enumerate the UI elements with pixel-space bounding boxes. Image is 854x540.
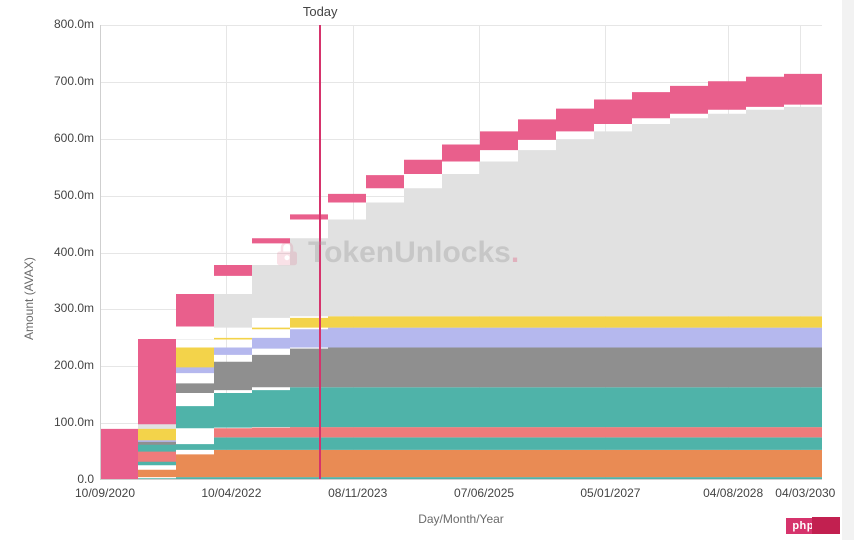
x-tick-label: 04/03/2030 <box>765 486 845 500</box>
y-tick-label: 300.0m <box>34 301 94 315</box>
x-tick-label: 05/01/2027 <box>570 486 650 500</box>
unlock-chart: Amount (AVAX) Day/Month/Year Today Token… <box>0 0 854 540</box>
y-tick-label: 500.0m <box>34 188 94 202</box>
x-axis-line <box>100 479 822 480</box>
y-tick-label: 0.0 <box>34 472 94 486</box>
y-tick-label: 100.0m <box>34 415 94 429</box>
scroll-gutter <box>842 0 854 540</box>
php-badge-tail <box>812 517 840 534</box>
y-tick-label: 200.0m <box>34 358 94 372</box>
today-label: Today <box>290 4 350 19</box>
y-tick-label: 700.0m <box>34 74 94 88</box>
y-axis-title: Amount (AVAX) <box>22 257 36 340</box>
today-line <box>319 25 321 480</box>
x-tick-label: 10/09/2020 <box>65 486 145 500</box>
y-axis-line <box>100 25 101 480</box>
x-tick-label: 04/08/2028 <box>693 486 773 500</box>
y-tick-label: 800.0m <box>34 17 94 31</box>
stacked-area <box>100 25 822 480</box>
y-tick-label: 600.0m <box>34 131 94 145</box>
x-tick-label: 08/11/2023 <box>318 486 398 500</box>
y-tick-label: 400.0m <box>34 245 94 259</box>
series-orange1 <box>100 450 822 480</box>
x-axis-title: Day/Month/Year <box>100 512 822 526</box>
plot-area <box>100 25 822 480</box>
x-tick-label: 07/06/2025 <box>444 486 524 500</box>
badge-text: php <box>792 520 814 532</box>
x-tick-label: 10/04/2022 <box>191 486 271 500</box>
